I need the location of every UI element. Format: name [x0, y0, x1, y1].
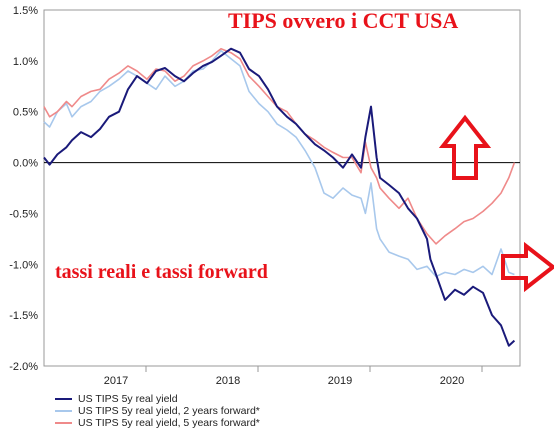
y-tick-label: -1.0%: [9, 259, 38, 271]
legend-label: US TIPS 5y real yield: [78, 393, 178, 405]
x-tick-label: 2018: [216, 375, 240, 387]
legend-swatch: [55, 422, 72, 424]
series-line-2: [43, 47, 516, 245]
y-tick-label: 0.0%: [13, 158, 38, 170]
up-arrow-icon: [438, 114, 492, 180]
x-axis: 2017 2018 2019 2020: [104, 366, 483, 387]
y-axis: 1.5% 1.0% 0.5% 0.0% -0.5% -1.0% -1.5% -2.0%: [9, 5, 38, 373]
y-tick-label: 1.5%: [13, 5, 38, 17]
legend-item: US TIPS 5y real yield: [55, 393, 260, 405]
legend-label: US TIPS 5y real yield, 5 years forward*: [78, 417, 260, 429]
legend-swatch: [55, 410, 72, 412]
legend-label: US TIPS 5y real yield, 2 years forward*: [78, 405, 260, 417]
y-tick-label: -0.5%: [9, 208, 38, 220]
x-tick-label: 2019: [328, 375, 352, 387]
right-arrow-icon: [501, 241, 554, 293]
plot-frame: [43, 9, 521, 367]
series-line-0: [43, 47, 516, 347]
chart-annotation: tassi reali e tassi forward: [55, 261, 268, 283]
legend-item: US TIPS 5y real yield, 5 years forward*: [55, 417, 260, 429]
legend-item: US TIPS 5y real yield, 2 years forward*: [55, 405, 260, 417]
x-tick-label: 2017: [104, 375, 128, 387]
y-tick-label: -1.5%: [9, 310, 38, 322]
y-tick-label: 1.0%: [13, 56, 38, 68]
plot-area: 1.5% 1.0% 0.5% 0.0% -0.5% -1.0% -1.5% -2.0% 201…: [9, 5, 521, 387]
series-line-1: [43, 49, 515, 278]
chart-title: TIPS ovvero i CCT USA: [228, 8, 458, 33]
x-tick-label: 2020: [440, 375, 464, 387]
y-tick-label: 0.5%: [13, 107, 38, 119]
legend-swatch: [55, 398, 72, 400]
y-tick-label: -2.0%: [9, 361, 38, 373]
series-layer: [43, 47, 516, 347]
legend: US TIPS 5y real yield US TIPS 5y real yi…: [55, 393, 260, 429]
